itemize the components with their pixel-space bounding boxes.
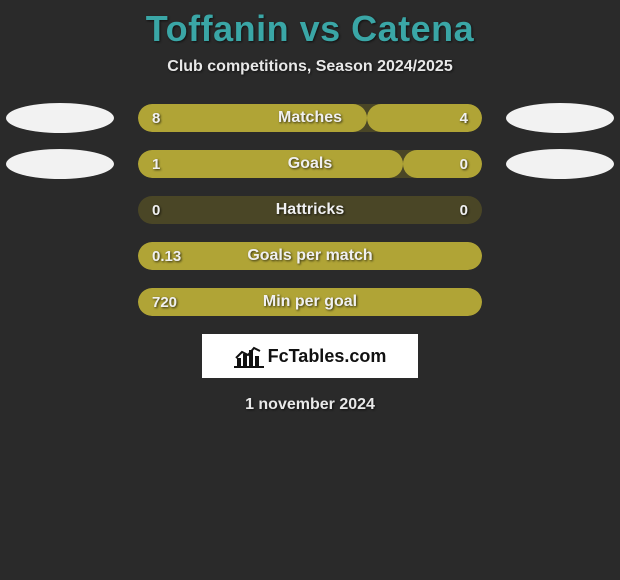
stat-label: Matches xyxy=(138,104,482,132)
stats-area: 84Matches 10Goals 00Hattricks 0.13Goals per… xyxy=(0,104,620,316)
chart-icon xyxy=(234,344,264,368)
stat-bar: 720Min per goal xyxy=(138,288,482,316)
stat-label: Hattricks xyxy=(138,196,482,224)
stat-row: 84Matches xyxy=(0,104,620,132)
player-right-marker xyxy=(506,103,614,133)
stat-bar: 00Hattricks xyxy=(138,196,482,224)
player-left-marker xyxy=(6,149,114,179)
comparison-infographic: Toffanin vs Catena Club competitions, Se… xyxy=(0,0,620,414)
stat-label: Goals xyxy=(138,150,482,178)
stat-row: 00Hattricks xyxy=(0,196,620,224)
stat-row: 10Goals xyxy=(0,150,620,178)
logo-box[interactable]: FcTables.com xyxy=(202,334,418,378)
player-left-marker xyxy=(6,103,114,133)
subtitle: Club competitions, Season 2024/2025 xyxy=(0,58,620,76)
date-label: 1 november 2024 xyxy=(0,396,620,414)
stat-label: Min per goal xyxy=(138,288,482,316)
stat-bar: 0.13Goals per match xyxy=(138,242,482,270)
logo-text: FcTables.com xyxy=(268,346,387,367)
stat-bar: 10Goals xyxy=(138,150,482,178)
stat-label: Goals per match xyxy=(138,242,482,270)
stat-bar: 84Matches xyxy=(138,104,482,132)
page-title: Toffanin vs Catena xyxy=(0,8,620,50)
stat-row: 0.13Goals per match xyxy=(0,242,620,270)
player-right-marker xyxy=(506,149,614,179)
stat-row: 720Min per goal xyxy=(0,288,620,316)
